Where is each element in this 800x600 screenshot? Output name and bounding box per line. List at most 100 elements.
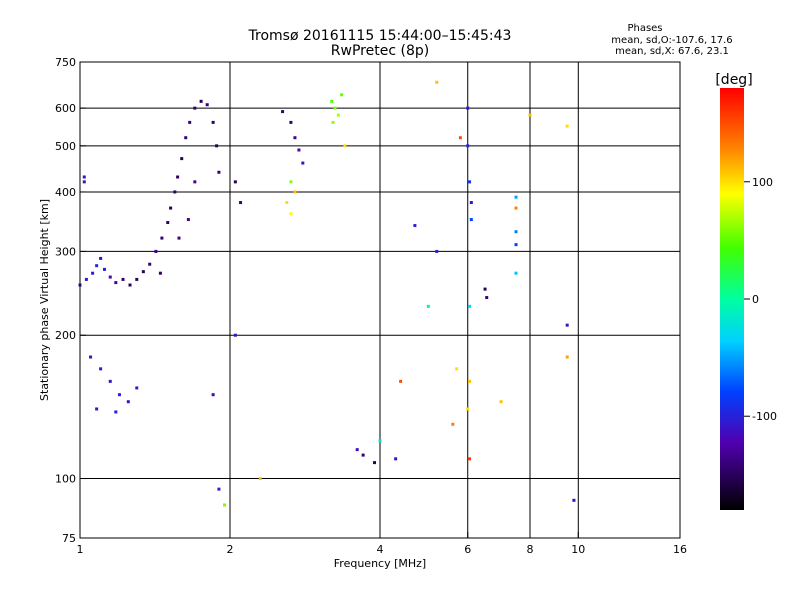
data-point — [394, 457, 398, 461]
y-tick-label: 750 — [55, 56, 76, 69]
x-tick-label: 8 — [527, 543, 534, 556]
data-point — [289, 212, 293, 216]
data-point — [378, 439, 382, 443]
colorbar — [720, 88, 744, 510]
data-point — [466, 407, 470, 411]
colorbar-ticks: 100 0 -100 — [744, 176, 777, 423]
data-point — [466, 144, 470, 148]
data-point — [361, 453, 365, 457]
data-point — [211, 393, 215, 397]
data-point — [373, 461, 377, 465]
data-point — [114, 410, 118, 414]
data-point — [331, 120, 335, 124]
data-point — [233, 333, 237, 337]
data-point — [193, 106, 197, 110]
data-point — [173, 190, 177, 194]
data-point — [108, 275, 112, 279]
x-axis-label: Frequency [MHz] — [334, 557, 426, 570]
stats-title: Phases — [627, 23, 662, 34]
data-point — [135, 277, 139, 281]
x-tick-label: 4 — [377, 543, 384, 556]
grid-lines — [80, 62, 680, 538]
data-point — [285, 201, 289, 205]
data-point — [82, 175, 86, 179]
data-point — [128, 283, 132, 287]
data-point — [455, 367, 459, 371]
data-point — [333, 106, 337, 110]
data-point — [91, 271, 95, 275]
data-point — [426, 304, 430, 308]
y-axis-label: Stationary phase Virtual Height [km] — [38, 199, 51, 401]
data-point — [180, 157, 184, 161]
data-point — [528, 113, 532, 117]
x-tick-label: 1 — [77, 543, 84, 556]
colorbar-label: [deg] — [715, 72, 752, 88]
data-point — [468, 180, 472, 184]
data-point — [485, 296, 489, 300]
y-axis-ticks: 75 100 200 300 400 500 600 750 — [55, 56, 86, 545]
data-point — [99, 256, 103, 260]
data-point — [135, 386, 139, 390]
x-tick-label: 10 — [571, 543, 585, 556]
data-point — [483, 287, 487, 291]
data-point — [258, 477, 262, 481]
data-point — [121, 277, 125, 281]
data-point — [289, 120, 293, 124]
data-point — [169, 206, 173, 210]
data-point — [514, 243, 518, 247]
data-point — [468, 304, 472, 308]
data-point — [301, 161, 305, 165]
y-tick-label: 500 — [55, 140, 76, 153]
data-point — [413, 224, 417, 228]
data-point — [176, 175, 180, 179]
data-point — [217, 170, 221, 174]
data-point — [281, 110, 285, 114]
stats-o-mode: mean, sd,O:-107.6, 17.6 — [611, 35, 732, 46]
data-point — [468, 457, 472, 461]
data-point — [514, 271, 518, 275]
data-point — [565, 124, 569, 128]
colorbar-tick-label: 0 — [752, 293, 759, 306]
data-point — [188, 120, 192, 124]
data-point — [233, 180, 237, 184]
data-point — [95, 264, 99, 268]
data-point — [193, 180, 197, 184]
y-tick-label: 300 — [55, 245, 76, 258]
data-point — [468, 379, 472, 383]
x-tick-label: 16 — [673, 543, 687, 556]
data-point — [293, 136, 297, 140]
x-axis-ticks: 1 2 4 6 8 10 16 — [77, 532, 687, 556]
chart-title: Tromsø 20161115 15:44:00–15:45:43 — [248, 28, 512, 44]
data-point — [514, 195, 518, 199]
data-point — [514, 206, 518, 210]
x-tick-label: 6 — [464, 543, 471, 556]
stats-x-mode: mean, sd,X: 67.6, 23.1 — [615, 46, 729, 57]
data-point — [293, 190, 297, 194]
data-point — [215, 144, 219, 148]
data-point — [223, 503, 227, 507]
data-point — [399, 379, 403, 383]
data-point — [184, 136, 188, 140]
data-point — [458, 136, 462, 140]
data-point — [108, 379, 112, 383]
colorbar-tick-label: -100 — [752, 410, 777, 423]
y-tick-label: 600 — [55, 102, 76, 115]
data-point — [89, 355, 93, 359]
colorbar-tick-label: 100 — [752, 176, 773, 189]
data-point — [186, 218, 190, 222]
data-point — [217, 487, 221, 491]
data-point — [572, 498, 576, 502]
data-point — [99, 367, 103, 371]
data-point — [289, 180, 293, 184]
data-point — [340, 93, 344, 97]
data-point — [514, 230, 518, 234]
data-point — [103, 267, 107, 271]
data-point — [166, 221, 170, 225]
data-point — [126, 400, 130, 404]
data-point — [565, 323, 569, 327]
data-point — [84, 277, 88, 281]
data-point — [239, 201, 243, 205]
data-point — [435, 80, 439, 84]
data-point — [469, 201, 473, 205]
data-point — [158, 271, 162, 275]
